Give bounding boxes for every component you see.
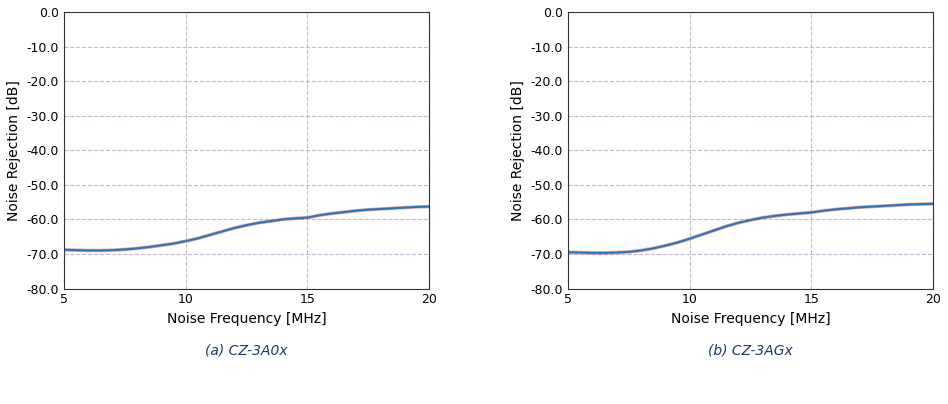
Text: (a) CZ-3A0x: (a) CZ-3A0x [205,344,288,358]
Y-axis label: Noise Rejection [dB]: Noise Rejection [dB] [7,80,21,221]
Text: (b) CZ-3AGx: (b) CZ-3AGx [708,344,793,358]
X-axis label: Noise Frequency [MHz]: Noise Frequency [MHz] [670,312,830,326]
Y-axis label: Noise Rejection [dB]: Noise Rejection [dB] [511,80,525,221]
X-axis label: Noise Frequency [MHz]: Noise Frequency [MHz] [167,312,326,326]
